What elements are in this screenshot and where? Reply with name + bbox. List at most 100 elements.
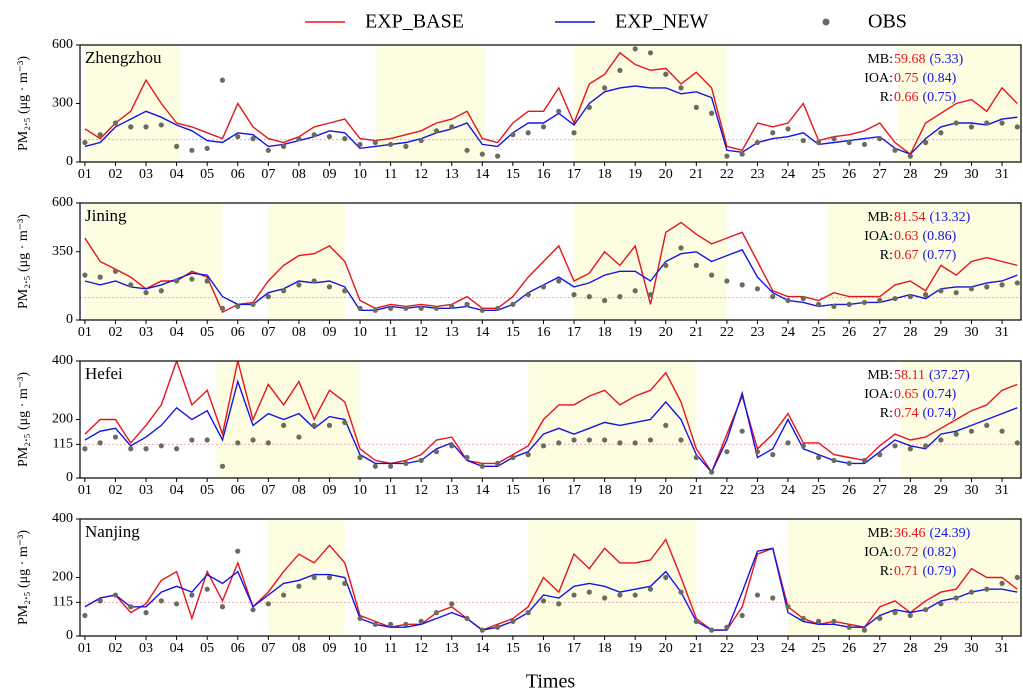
obs-point xyxy=(556,440,562,446)
x-tick-label: 02 xyxy=(108,167,122,182)
x-tick-label: 05 xyxy=(200,325,214,340)
obs-point xyxy=(219,463,226,469)
obs-point xyxy=(326,574,333,581)
obs-point xyxy=(540,443,547,449)
obs-point xyxy=(586,104,592,110)
x-tick-label: 16 xyxy=(536,167,550,182)
y-tick-label: 300 xyxy=(52,96,73,111)
x-tick-label: 02 xyxy=(108,325,122,340)
x-tick-label: 29 xyxy=(934,483,948,498)
x-tick-label: 06 xyxy=(231,483,245,498)
x-tick-label: 28 xyxy=(903,167,917,182)
obs-point xyxy=(984,586,990,592)
obs-point xyxy=(816,301,822,307)
y-tick-label: 0 xyxy=(66,154,73,169)
obs-point xyxy=(219,305,226,311)
x-tick-label: 15 xyxy=(506,641,520,656)
stat-name: R: xyxy=(880,564,893,579)
obs-point xyxy=(189,276,195,282)
obs-point xyxy=(174,278,180,284)
obs-point xyxy=(999,282,1005,288)
stat-values: 36.46 (24.39) xyxy=(894,526,971,541)
obs-point xyxy=(235,548,241,554)
axes-frame xyxy=(79,202,1022,321)
x-tick-label: 07 xyxy=(261,167,275,182)
x-tick-label: 15 xyxy=(506,167,520,182)
y-tick-label: 600 xyxy=(52,195,73,210)
obs-point xyxy=(892,147,898,153)
obs-point xyxy=(693,618,699,624)
panel-title: Zhengzhou xyxy=(85,48,162,67)
obs-point xyxy=(525,452,531,458)
obs-point xyxy=(999,120,1005,126)
obs-point xyxy=(525,292,531,298)
stat-new: (0.79) xyxy=(923,564,957,579)
obs-point xyxy=(204,278,210,284)
obs-point xyxy=(953,595,959,601)
x-tick-label: 15 xyxy=(506,325,520,340)
y-axis-label: PM₂.₅ (μg · m⁻³) xyxy=(16,56,31,151)
obs-point xyxy=(861,457,868,464)
stat-name: IOA: xyxy=(864,71,893,86)
obs-point xyxy=(189,147,195,153)
obs-point xyxy=(143,446,149,452)
obs-point xyxy=(525,610,531,616)
obs-point xyxy=(82,612,88,619)
stat-new: (0.86) xyxy=(923,229,957,244)
shaded-period xyxy=(827,203,1021,320)
obs-point xyxy=(510,132,516,138)
obs-point xyxy=(831,136,837,142)
x-tick-label: 18 xyxy=(598,325,612,340)
obs-point xyxy=(739,612,745,619)
x-tick-label: 29 xyxy=(934,167,948,182)
x-tick-label: 28 xyxy=(903,483,917,498)
obs-point xyxy=(296,434,302,440)
obs-point xyxy=(770,294,776,300)
shaded-period xyxy=(375,45,486,162)
obs-point xyxy=(923,443,929,449)
stat-base: 59.68 xyxy=(894,52,926,67)
stat-name: MB: xyxy=(867,52,893,67)
obs-point xyxy=(770,452,776,458)
x-tick-label: 25 xyxy=(812,641,826,656)
x-tick-label: 05 xyxy=(200,641,214,656)
stat-new: (0.84) xyxy=(923,71,957,86)
stat-name: IOA: xyxy=(864,229,893,244)
obs-point xyxy=(219,604,226,610)
obs-point xyxy=(999,428,1005,434)
obs-point xyxy=(510,454,516,461)
stat-name: MB: xyxy=(867,210,893,225)
x-tick-label: 29 xyxy=(934,325,948,340)
stat-name: MB: xyxy=(867,368,893,383)
series-line xyxy=(84,379,1018,474)
obs-point xyxy=(479,627,485,633)
obs-point xyxy=(204,586,210,592)
obs-point xyxy=(800,295,806,302)
y-tick-label: 350 xyxy=(52,244,73,259)
obs-point xyxy=(663,262,669,268)
obs-point xyxy=(235,134,241,140)
obs-point xyxy=(296,282,302,288)
obs-point xyxy=(617,440,623,446)
obs-point xyxy=(97,598,103,604)
obs-point xyxy=(250,607,256,613)
obs-point xyxy=(663,574,669,581)
obs-point xyxy=(846,139,852,146)
x-tick-label: 03 xyxy=(139,483,153,498)
x-tick-label: 19 xyxy=(628,325,642,340)
obs-point xyxy=(724,449,730,455)
obs-point xyxy=(388,621,394,627)
obs-point xyxy=(739,151,745,157)
obs-point xyxy=(143,124,149,130)
obs-point xyxy=(617,294,623,300)
obs-point xyxy=(403,621,409,627)
obs-point xyxy=(311,132,317,138)
obs-point xyxy=(464,147,470,153)
obs-point xyxy=(968,124,975,130)
obs-point xyxy=(525,130,531,136)
obs-point xyxy=(816,139,822,146)
obs-point xyxy=(663,71,669,77)
obs-point xyxy=(800,615,806,622)
obs-point xyxy=(418,305,424,311)
obs-point xyxy=(158,598,164,604)
